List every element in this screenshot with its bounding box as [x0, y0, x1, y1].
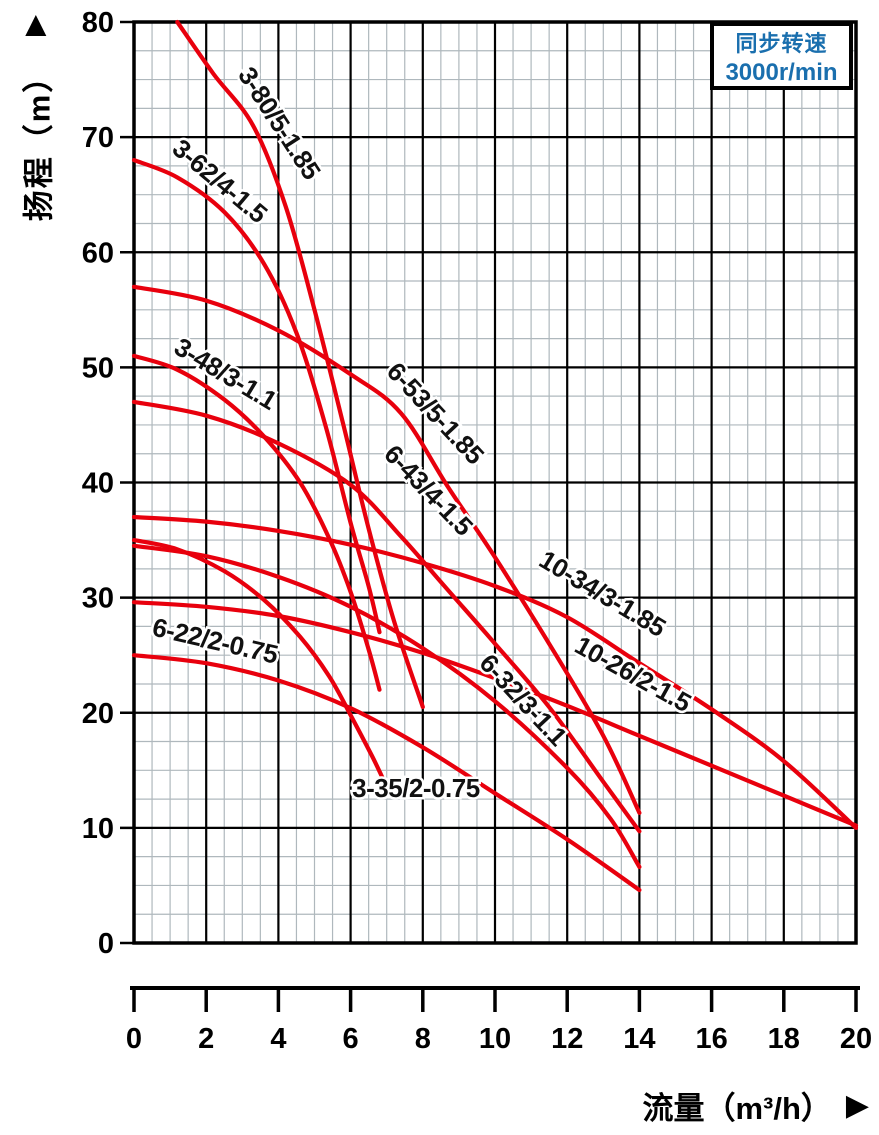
legend-line-speed-label: 同步转速 [735, 30, 828, 56]
y-axis-up-arrow-icon: ▲ [18, 3, 54, 44]
curve-6-53/5-1.85 [131, 284, 642, 815]
curve-6-32/3-1.1 [131, 543, 642, 870]
curve-label-6-22/2-0.75: 6-22/2-0.75 [150, 612, 281, 670]
x-tick-label: 18 [768, 1023, 800, 1055]
curve-label-10-34/3-1.85: 10-34/3-1.85 [534, 544, 671, 643]
y-tick-label: 50 [82, 352, 114, 384]
curve-6-22/2-0.75 [131, 653, 642, 893]
y-axis-title: 扬程（m） [21, 59, 57, 222]
legend-box: 同步转速 3000r/min [710, 22, 853, 90]
x-tick-label: 14 [623, 1023, 655, 1055]
x-tick-label: 20 [840, 1023, 872, 1055]
y-tick-label: 60 [82, 237, 114, 269]
x-tick-label: 0 [126, 1023, 142, 1055]
curve-label-3-35/2-0.75: 3-35/2-0.75 [352, 773, 480, 803]
y-tick-label: 70 [82, 122, 114, 154]
y-tick-label: 30 [82, 583, 114, 615]
x-tick-label: 4 [270, 1023, 286, 1055]
x-axis-right-arrow-icon: ▶ [845, 1088, 869, 1122]
y-tick-label: 40 [82, 468, 114, 500]
x-tick-label: 10 [479, 1023, 511, 1055]
legend-line-speed-value: 3000r/min [725, 58, 838, 86]
y-tick-label: 80 [82, 7, 114, 39]
y-tick-label: 10 [82, 813, 114, 845]
x-tick-label: 8 [415, 1023, 431, 1055]
curve-10-34/3-1.85 [131, 514, 859, 830]
x-axis-title-group: 流量（m³/h） ▶ [600, 1083, 879, 1128]
curve-label-6-32/3-1.1: 6-32/3-1.1 [474, 648, 573, 752]
x-tick-label: 2 [198, 1023, 214, 1055]
curve-3-80/5-1.85 [175, 19, 425, 710]
x-tick-label: 12 [551, 1023, 583, 1055]
x-tick-label: 6 [343, 1023, 359, 1055]
curve-label-10-26/2-1.5: 10-26/2-1.5 [570, 630, 696, 718]
y-tick-label: 0 [98, 928, 114, 960]
curve-10-26/2-1.5 [131, 600, 859, 828]
x-axis-title: 流量（m³/h） [642, 1091, 832, 1126]
y-tick-label: 20 [82, 698, 114, 730]
x-tick-label: 16 [695, 1023, 727, 1055]
